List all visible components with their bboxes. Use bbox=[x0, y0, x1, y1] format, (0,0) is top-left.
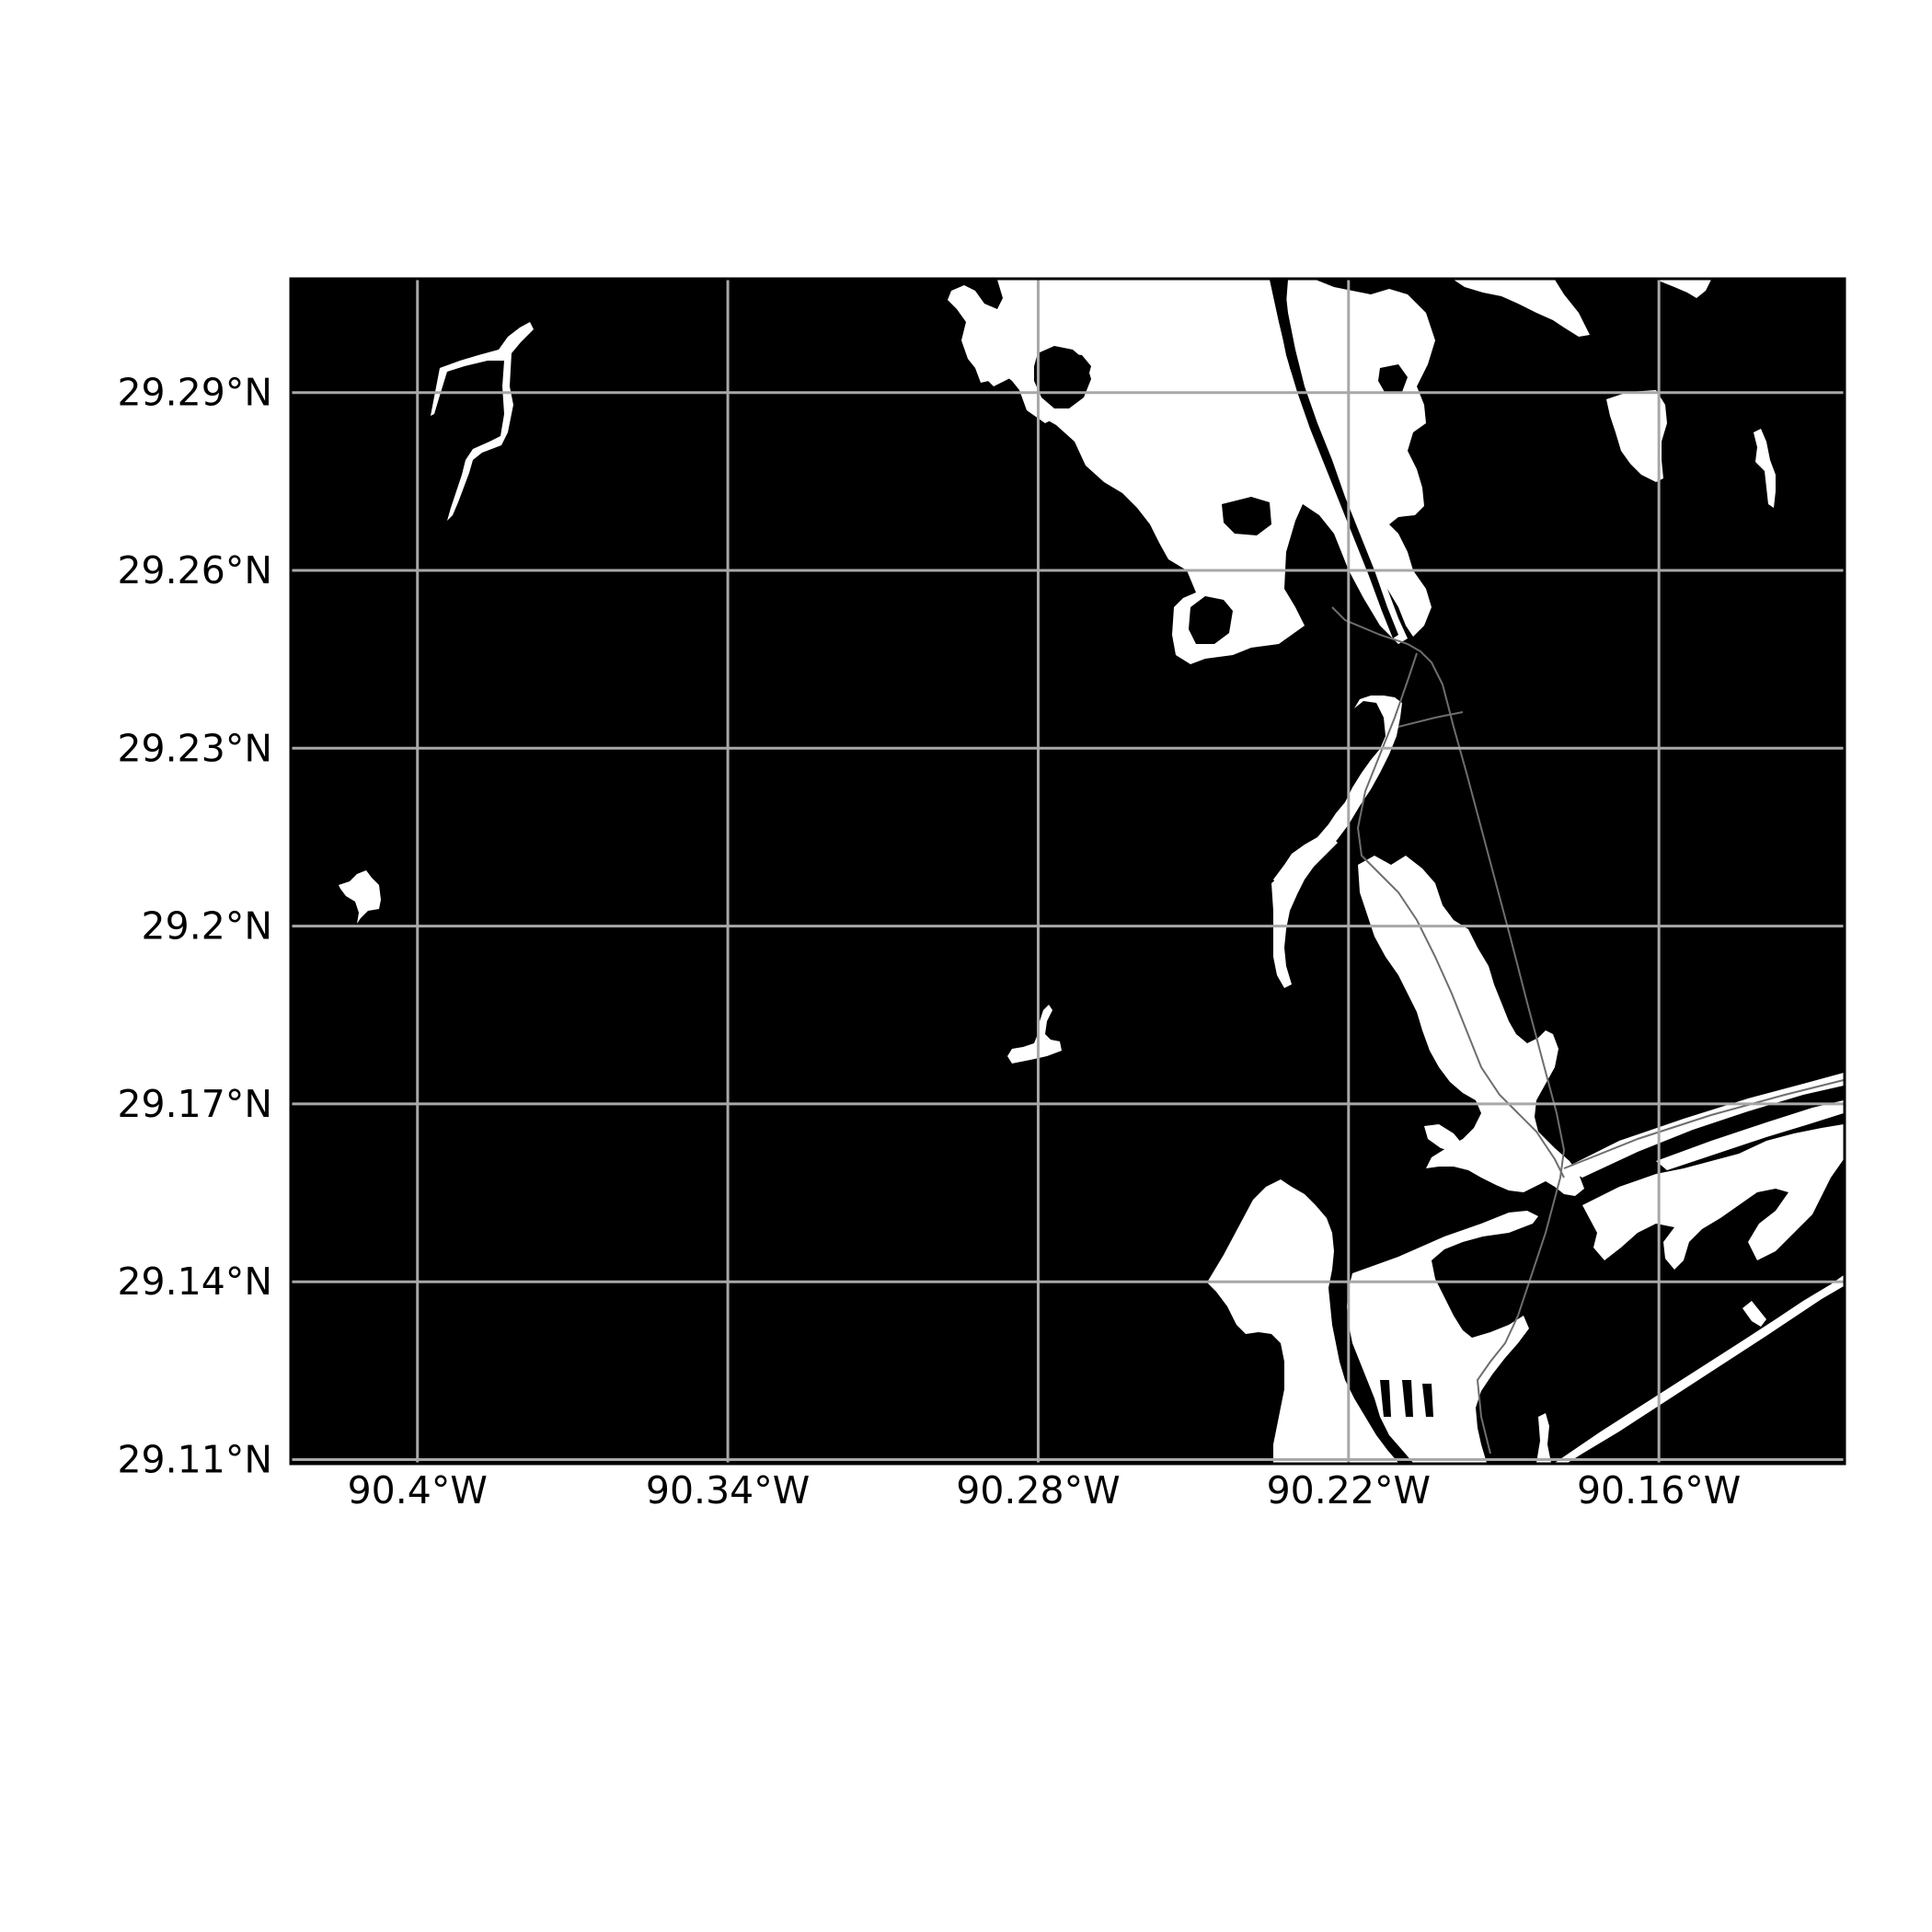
land-west-spit bbox=[1271, 835, 1338, 988]
land-southeast-islet bbox=[1742, 1301, 1766, 1327]
land-east-marsh bbox=[1582, 1124, 1844, 1270]
x-tick-label: 90.4°W bbox=[348, 1468, 488, 1512]
marsh-pond-3 bbox=[1378, 364, 1408, 394]
land-west-islet bbox=[339, 870, 381, 924]
land-central-islet bbox=[1007, 1005, 1062, 1064]
y-tick-label: 29.11°N bbox=[117, 1437, 272, 1481]
land-east-band-2 bbox=[1656, 1100, 1844, 1170]
land-south-peninsula bbox=[1207, 1179, 1398, 1463]
y-tick-label: 29.17°N bbox=[117, 1082, 272, 1126]
x-tick-label: 90.22°W bbox=[1267, 1468, 1431, 1512]
gridlines bbox=[291, 279, 1845, 1464]
land-south-island bbox=[1347, 1211, 1538, 1463]
bay-inner bbox=[1435, 1249, 1527, 1328]
x-tick-label: 90.28°W bbox=[956, 1468, 1120, 1512]
land-northwest-island bbox=[431, 322, 534, 521]
marsh-pond-2 bbox=[1222, 497, 1271, 535]
y-tick-label: 29.29°N bbox=[117, 371, 272, 415]
y-tick-label: 29.23°N bbox=[117, 726, 272, 770]
land-central-marsh bbox=[1358, 856, 1584, 1196]
marsh-pond-1 bbox=[1189, 596, 1233, 644]
y-tick-label: 29.2°N bbox=[142, 904, 272, 949]
map-background bbox=[291, 279, 1845, 1464]
land-layer bbox=[339, 280, 1844, 1463]
spur-road bbox=[1397, 711, 1464, 728]
land-island-small-1 bbox=[1424, 1124, 1463, 1152]
x-axis-tick-labels: 90.4°W 90.34°W 90.28°W 90.22°W 90.16°W bbox=[348, 1468, 1742, 1512]
land-southeast-strip bbox=[1555, 1275, 1844, 1463]
land-east-band-1 bbox=[1564, 1073, 1844, 1178]
y-tick-label: 29.26°N bbox=[117, 548, 272, 592]
land-northeast-strip bbox=[1656, 280, 1711, 298]
x-tick-label: 90.16°W bbox=[1577, 1468, 1741, 1512]
road-layer bbox=[1331, 606, 1845, 1455]
coastal-road bbox=[1356, 652, 1565, 1179]
river-channel-north bbox=[1273, 280, 1398, 638]
east-road bbox=[1563, 1079, 1845, 1169]
land-far-northeast-islet bbox=[1754, 429, 1776, 508]
land-northeast-island bbox=[1606, 390, 1667, 482]
land-central-spit bbox=[1273, 696, 1402, 889]
land-south-small bbox=[1536, 1413, 1551, 1463]
y-axis-tick-labels: 29.29°N 29.26°N 29.23°N 29.2°N 29.17°N 29.14°… bbox=[117, 371, 272, 1482]
y-tick-label: 29.14°N bbox=[117, 1259, 272, 1304]
highway-road bbox=[1331, 606, 1566, 1455]
land-northeast-bar bbox=[1454, 280, 1590, 337]
x-tick-label: 90.34°W bbox=[646, 1468, 810, 1512]
canal-south bbox=[1380, 1380, 1433, 1417]
map-frame bbox=[289, 277, 1846, 1466]
